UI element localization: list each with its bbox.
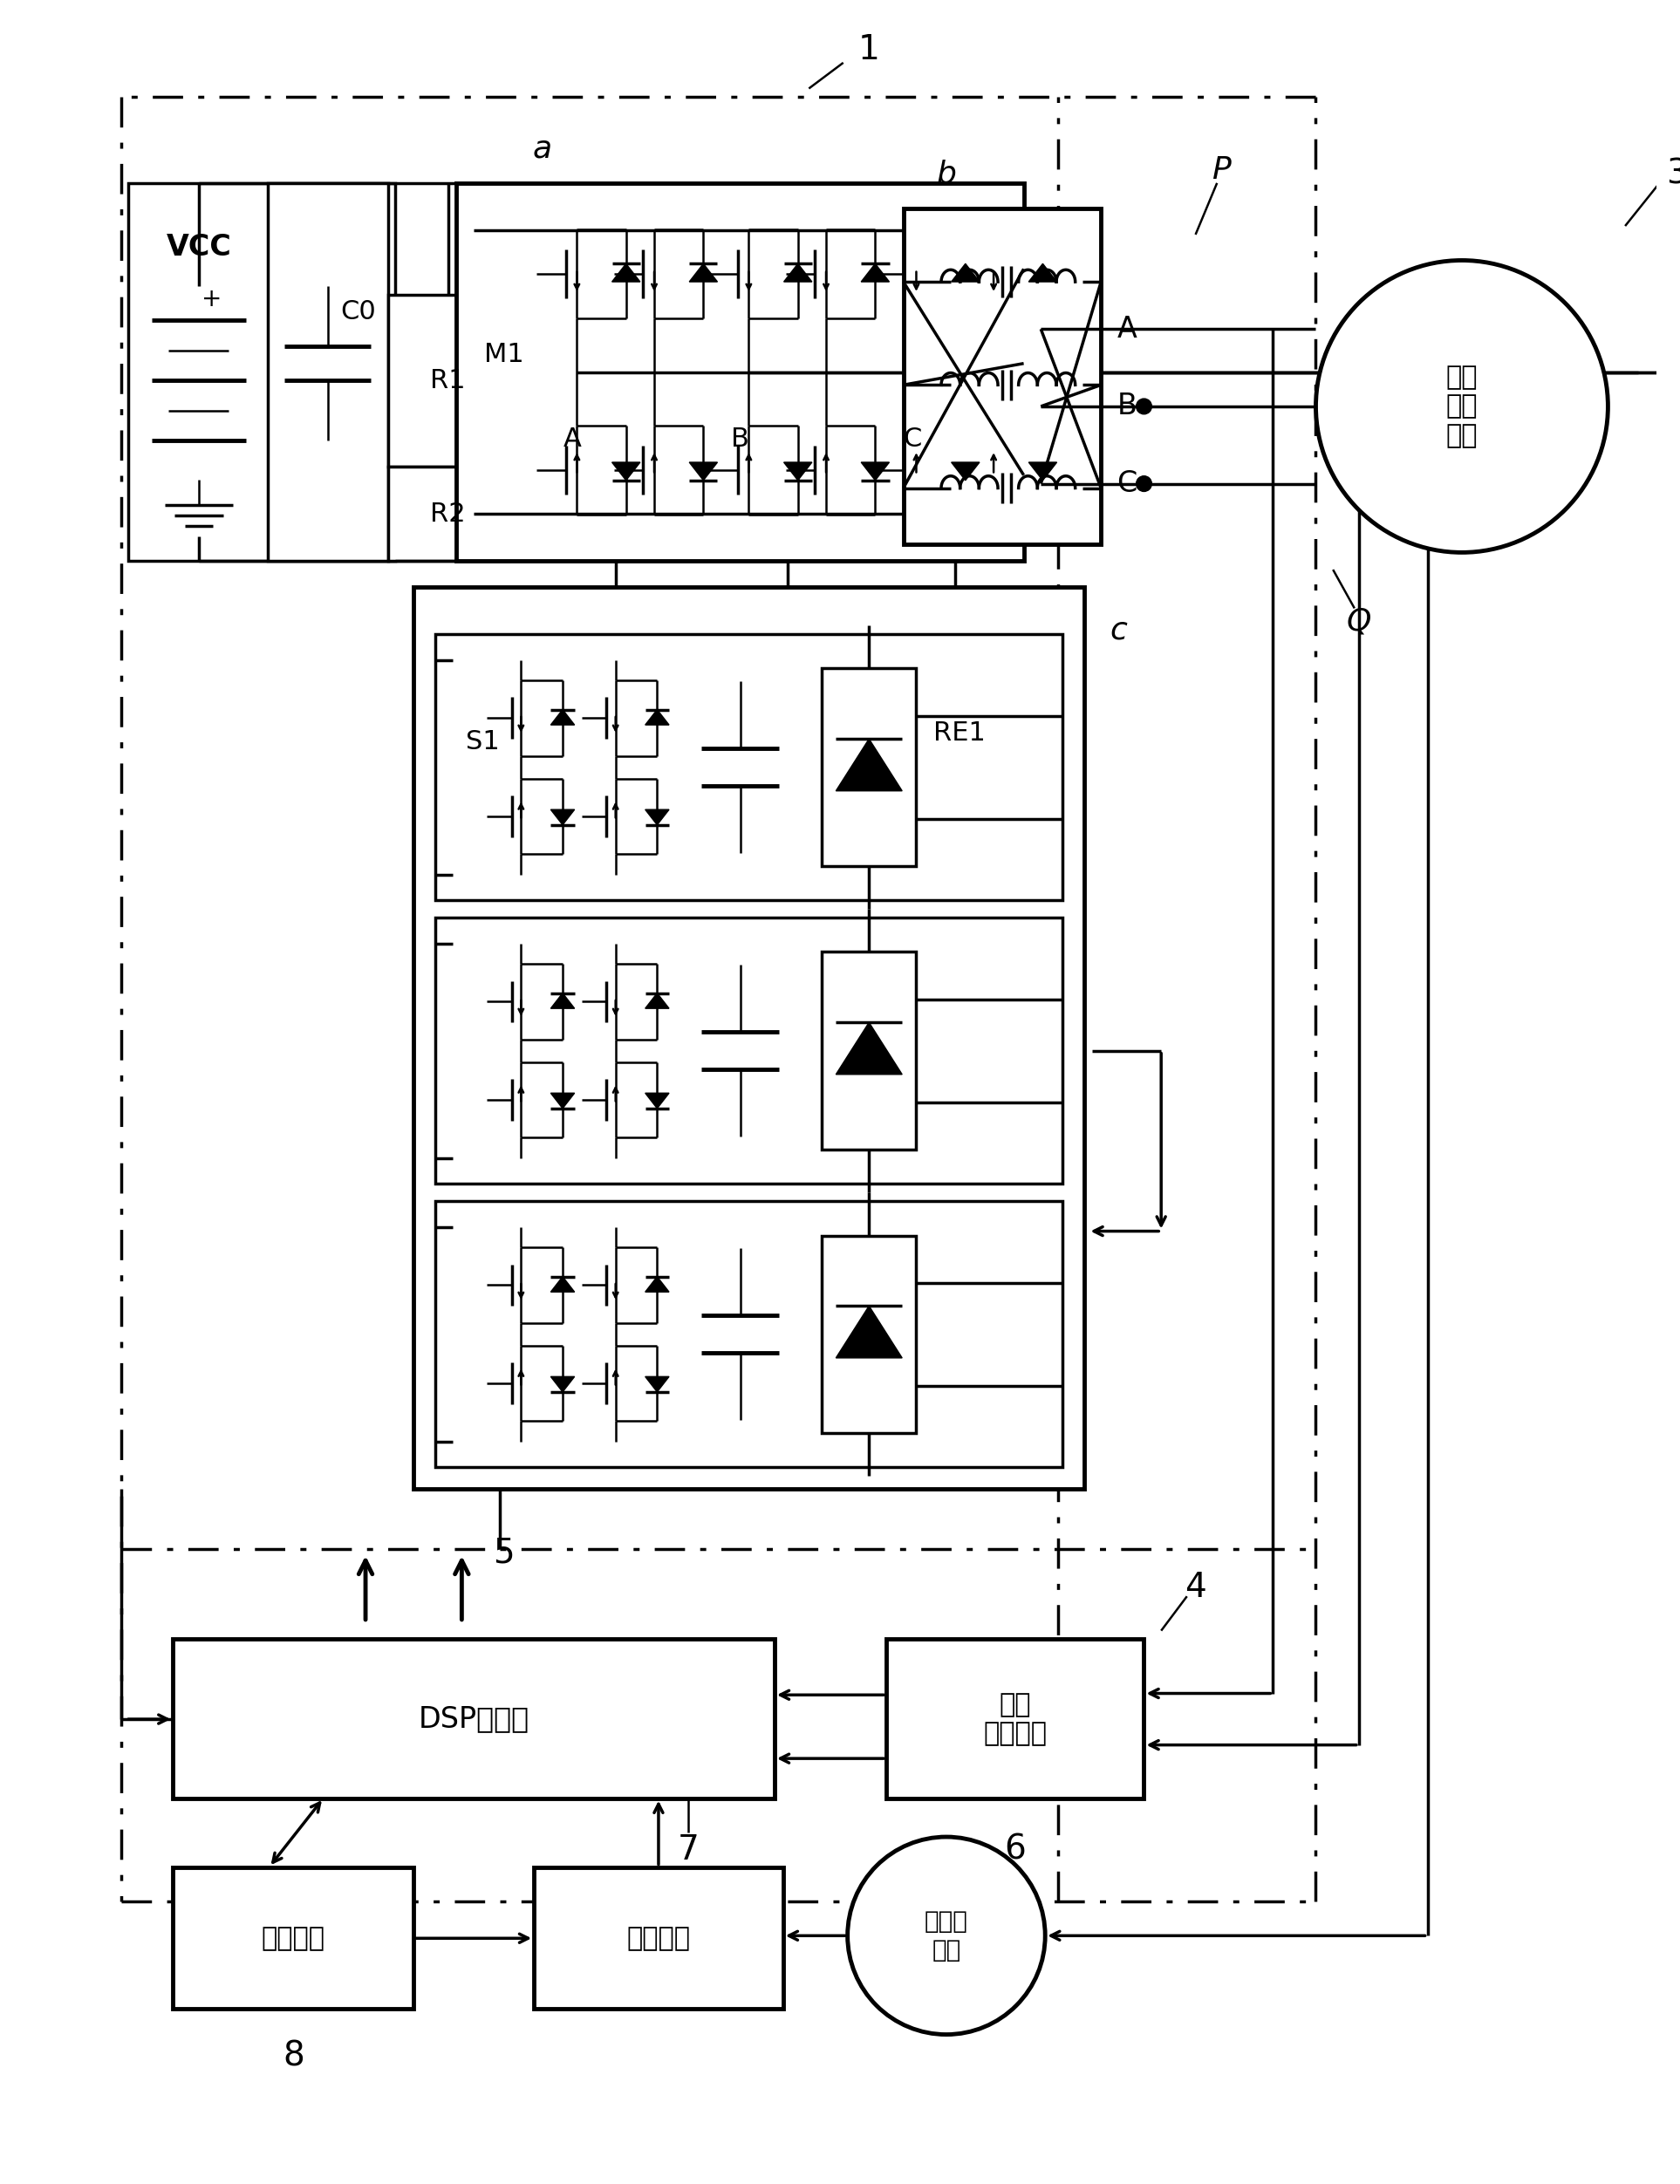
Bar [388,467,507,561]
Polygon shape [645,1278,669,1293]
Bar [267,183,388,561]
Polygon shape [837,1022,902,1075]
Text: S1: S1 [465,729,499,753]
Bar [904,210,1100,544]
Polygon shape [689,264,717,282]
Polygon shape [689,463,717,480]
Circle shape [1136,400,1152,415]
Text: 8: 8 [282,2040,304,2073]
Bar [128,183,395,561]
Text: c: c [1109,616,1127,644]
Polygon shape [837,738,902,791]
Text: 信号
调理电路: 信号 调理电路 [983,1693,1047,1747]
Bar [173,1867,413,2009]
Text: A: A [1117,314,1137,343]
Polygon shape [862,264,889,282]
Polygon shape [645,994,669,1009]
Text: R2: R2 [430,500,465,526]
Bar [413,587,1084,1489]
Text: P: P [1211,155,1231,186]
Polygon shape [551,994,575,1009]
Text: C: C [1117,470,1137,498]
Text: 旋转变
压器: 旋转变 压器 [924,1909,968,1961]
Polygon shape [862,463,889,480]
Text: 永磁
同步
电机: 永磁 同步 电机 [1446,365,1478,448]
Circle shape [1315,260,1608,553]
Bar [534,1867,783,2009]
Polygon shape [1028,463,1057,480]
Polygon shape [551,710,575,725]
Polygon shape [951,264,979,282]
Bar [822,668,916,867]
Bar [173,1640,774,1797]
Bar [887,1640,1144,1797]
Text: 3: 3 [1667,157,1680,190]
Text: DSP控制器: DSP控制器 [418,1706,529,1734]
Text: 7: 7 [677,1832,699,1867]
Circle shape [1136,476,1152,491]
Bar [388,295,507,467]
Polygon shape [645,1094,669,1109]
Polygon shape [785,264,811,282]
Bar [435,1201,1062,1468]
Text: b: b [936,159,956,190]
Polygon shape [612,463,640,480]
Polygon shape [551,810,575,826]
Text: 5: 5 [494,1538,514,1570]
Text: A: A [563,426,581,452]
Bar [822,952,916,1149]
Text: C: C [902,426,921,452]
Bar [435,917,1062,1184]
Polygon shape [785,463,811,480]
Polygon shape [551,1278,575,1293]
Polygon shape [551,1094,575,1109]
Polygon shape [837,1306,902,1358]
Text: 解码电路: 解码电路 [627,1926,690,1950]
Text: 1: 1 [858,33,880,66]
Text: RE1: RE1 [934,721,986,745]
Text: B: B [731,426,749,452]
Polygon shape [551,1376,575,1391]
Text: Q: Q [1346,607,1371,636]
Text: M1: M1 [484,343,524,367]
Text: 人机接口: 人机接口 [262,1926,326,1950]
Polygon shape [645,810,669,826]
Polygon shape [645,710,669,725]
Polygon shape [951,463,979,480]
Text: R1: R1 [430,367,465,393]
Text: +: + [202,286,222,310]
Polygon shape [612,264,640,282]
Text: C0: C0 [339,299,376,325]
Polygon shape [1028,264,1057,282]
Text: B: B [1117,391,1137,422]
Polygon shape [645,1376,669,1391]
Circle shape [847,1837,1045,2035]
Text: VCC: VCC [166,234,232,262]
Text: 4: 4 [1184,1570,1206,1605]
Bar [822,1236,916,1433]
Bar [457,183,1023,561]
Bar [435,633,1062,900]
Text: a: a [533,133,553,164]
Text: 6: 6 [1005,1832,1026,1867]
